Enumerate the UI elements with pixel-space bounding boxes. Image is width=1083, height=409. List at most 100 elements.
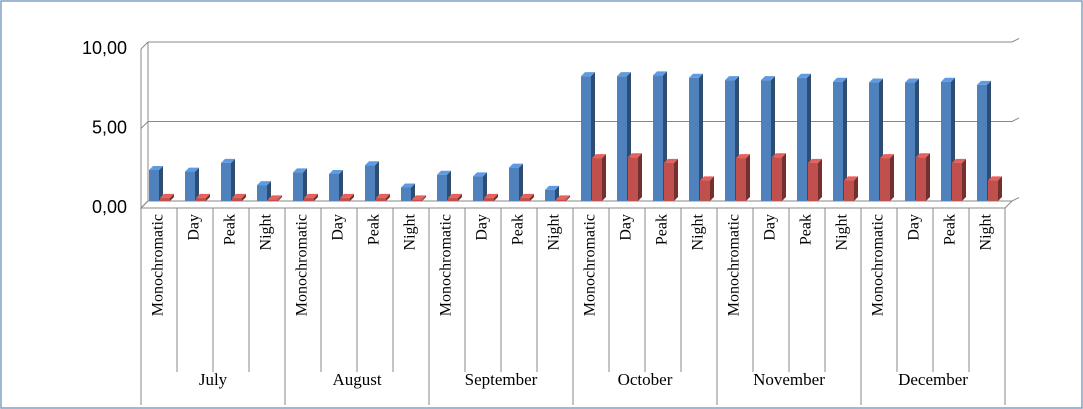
bar-top xyxy=(257,181,271,186)
bar-side xyxy=(159,165,163,201)
bar-top xyxy=(761,76,775,81)
bar-top xyxy=(509,163,523,168)
bar-top xyxy=(988,176,1002,181)
bar xyxy=(448,197,458,201)
bar-top xyxy=(221,158,235,163)
bar-side xyxy=(375,161,379,201)
bar xyxy=(509,167,519,201)
bar xyxy=(905,82,915,201)
x-tick-label: Day xyxy=(762,214,779,241)
bar-top xyxy=(628,153,642,158)
bar-side xyxy=(458,193,462,201)
bar-side xyxy=(231,158,235,201)
bar-side xyxy=(386,193,390,201)
bar-top xyxy=(664,158,678,163)
bar-side xyxy=(566,195,570,201)
bar xyxy=(304,197,314,201)
bar-side xyxy=(710,176,714,201)
bar xyxy=(149,169,159,201)
x-tick-label: Night xyxy=(834,213,851,250)
bar-side xyxy=(195,167,199,201)
bar-side xyxy=(350,193,354,201)
bar-side xyxy=(170,193,174,201)
bar-side xyxy=(519,163,523,201)
bar-side xyxy=(746,154,750,201)
bar xyxy=(556,199,566,201)
bar xyxy=(221,162,231,201)
bar-top xyxy=(196,193,210,198)
x-tick-label: Monochromatic xyxy=(438,214,455,316)
bar-top xyxy=(941,77,955,82)
bar xyxy=(833,81,843,201)
bar-top xyxy=(844,176,858,181)
bar-side xyxy=(242,193,246,201)
bar-top xyxy=(520,193,534,198)
bar-side xyxy=(890,154,894,201)
bar-top xyxy=(797,73,811,78)
bar-top xyxy=(736,154,750,159)
x-tick-label: Peak xyxy=(222,214,239,245)
bar xyxy=(196,197,206,201)
bar-side xyxy=(303,168,307,201)
bar-top xyxy=(653,71,667,76)
bar-top xyxy=(304,193,318,198)
x-tick-label: Peak xyxy=(798,214,815,245)
bar-side xyxy=(422,195,426,201)
bar xyxy=(412,199,422,201)
bar xyxy=(689,77,699,201)
bar xyxy=(736,158,746,201)
bar xyxy=(952,162,962,201)
group-label: September xyxy=(465,370,538,389)
group-label: July xyxy=(199,370,228,389)
bar xyxy=(520,197,530,201)
bar xyxy=(545,189,555,201)
bar-top xyxy=(329,169,343,174)
bar-top xyxy=(293,168,307,173)
x-tick-label: Monochromatic xyxy=(294,214,311,316)
bar-side xyxy=(206,193,210,201)
bar-top xyxy=(952,158,966,163)
bar-top xyxy=(869,78,883,83)
x-tick-label: Day xyxy=(186,214,203,241)
bar xyxy=(977,84,987,201)
bar-top xyxy=(232,193,246,198)
bar-top xyxy=(977,80,991,85)
bar xyxy=(268,199,278,201)
x-tick-label: Day xyxy=(618,214,635,241)
grid-line-side xyxy=(140,121,149,129)
bar-top xyxy=(149,165,163,170)
bar-top xyxy=(340,193,354,198)
bar-side xyxy=(411,183,415,201)
bar xyxy=(329,173,339,201)
bar-top xyxy=(448,193,462,198)
x-tick-label: Night xyxy=(978,213,995,250)
bar-side xyxy=(314,193,318,201)
group-label: November xyxy=(753,370,825,389)
bar xyxy=(232,197,242,201)
bar-side xyxy=(699,73,703,201)
bar xyxy=(761,80,771,201)
bar-side xyxy=(998,176,1002,201)
bar-side xyxy=(483,172,487,201)
bar-top xyxy=(725,76,739,81)
bar-side xyxy=(494,193,498,201)
x-tick-label: Peak xyxy=(510,214,527,245)
bar xyxy=(700,180,710,201)
grid-line-side xyxy=(1011,197,1020,202)
bar-top xyxy=(365,161,379,166)
bar-top xyxy=(833,77,847,82)
x-tick-label: Peak xyxy=(654,214,671,245)
bar-top xyxy=(556,195,570,200)
bar-top xyxy=(473,172,487,177)
bar-top xyxy=(592,154,606,159)
x-tick-label: Peak xyxy=(366,214,383,245)
bar-top xyxy=(617,72,631,77)
bar-side xyxy=(782,153,786,201)
y-tick-label: 0,00 xyxy=(92,197,127,217)
bar-top xyxy=(808,158,822,163)
bar-side xyxy=(674,158,678,201)
bar-top xyxy=(412,195,426,200)
x-tick-label: Monochromatic xyxy=(582,214,599,316)
bar-top xyxy=(545,185,559,190)
